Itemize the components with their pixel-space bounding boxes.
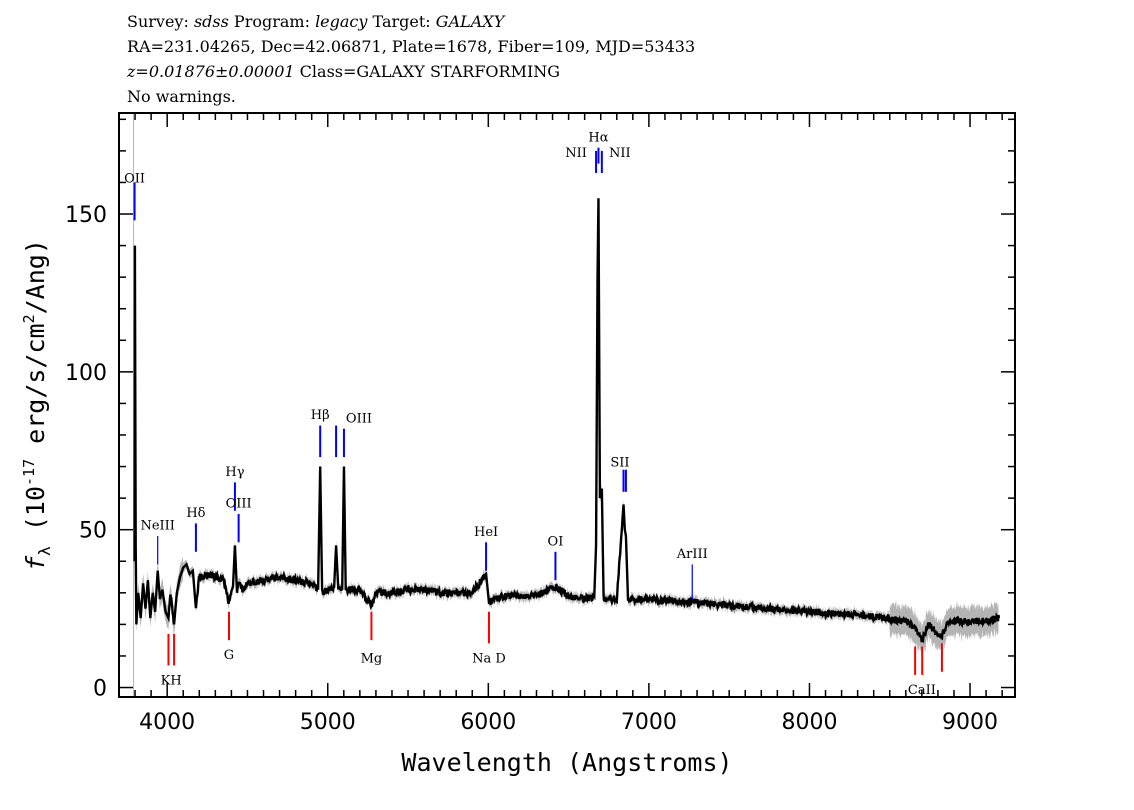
line-label: NeIII bbox=[140, 519, 174, 534]
line-label: OI bbox=[548, 534, 564, 549]
line-label: G bbox=[224, 648, 234, 663]
x-tick-label: 5000 bbox=[300, 710, 356, 735]
program-label: Program: bbox=[233, 12, 310, 31]
error-band-area bbox=[134, 194, 999, 657]
line-label: SII bbox=[610, 456, 629, 471]
line-label: Hα bbox=[588, 130, 608, 145]
spectrum bbox=[133, 198, 1001, 644]
y-label-exp2: 2 bbox=[20, 314, 38, 323]
line-label: Hγ bbox=[225, 465, 244, 480]
target-label: Target: bbox=[372, 12, 431, 31]
line-label: OIII bbox=[346, 411, 372, 426]
program-value: legacy bbox=[315, 12, 368, 31]
y-tick-label: 0 bbox=[93, 677, 107, 702]
y-axis-label: fλ (10-17 erg/s/cm2/Ang) bbox=[20, 239, 54, 571]
line-label: Mg bbox=[361, 651, 383, 666]
line-label: ArIII bbox=[676, 547, 708, 562]
axes: 4000 5000 6000 7000 8000 9000 0 50 100 150 bbox=[65, 112, 1016, 735]
x-axis-label: Wavelength (Angstroms) bbox=[401, 748, 732, 777]
header-line-warnings: No warnings. bbox=[127, 87, 236, 106]
line-label: NII bbox=[565, 146, 587, 161]
spectrum-line bbox=[133, 198, 1001, 644]
error-band bbox=[133, 113, 999, 697]
y-label-prefix: (10 bbox=[21, 486, 50, 546]
line-label: HeI bbox=[474, 525, 498, 540]
redshift-value: z=0.01876±0.00001 bbox=[127, 62, 295, 81]
survey-label: Survey: bbox=[127, 12, 189, 31]
header-line-class: z=0.01876±0.00001 Class=GALAXY STARFORMI… bbox=[127, 62, 560, 81]
y-tick-label: 50 bbox=[79, 519, 107, 544]
line-label: NII bbox=[609, 146, 631, 161]
line-label: KH bbox=[161, 673, 182, 688]
y-tick-label: 100 bbox=[65, 361, 107, 386]
line-label: OIII bbox=[226, 497, 252, 512]
line-label: Na D bbox=[472, 651, 506, 666]
class-value: Class=GALAXY STARFORMING bbox=[299, 62, 561, 81]
line-label: OII bbox=[124, 171, 145, 186]
plot-frame bbox=[118, 112, 1016, 698]
line-label: Hδ bbox=[186, 506, 205, 521]
target-value: GALAXY bbox=[435, 12, 505, 31]
y-tick-label: 150 bbox=[65, 203, 107, 228]
line-label: Hβ bbox=[311, 408, 330, 423]
survey-value: sdss bbox=[193, 12, 229, 31]
x-tick-label: 4000 bbox=[139, 710, 195, 735]
x-tick-label: 6000 bbox=[460, 710, 516, 735]
y-label-sub: λ bbox=[35, 546, 54, 556]
header-line-survey: Survey: sdss Program: legacy Target: GAL… bbox=[127, 12, 504, 31]
header-line-coords: RA=231.04265, Dec=42.06871, Plate=1678, … bbox=[127, 37, 696, 56]
y-label-symbol: f bbox=[21, 555, 50, 571]
y-label-mid: erg/s/cm bbox=[21, 323, 50, 458]
x-tick-label: 8000 bbox=[781, 710, 837, 735]
x-tick-label: 7000 bbox=[621, 710, 677, 735]
y-label-suffix: /Ang) bbox=[21, 239, 50, 314]
y-label-exp: -17 bbox=[20, 459, 38, 486]
x-tick-label: 9000 bbox=[942, 710, 998, 735]
